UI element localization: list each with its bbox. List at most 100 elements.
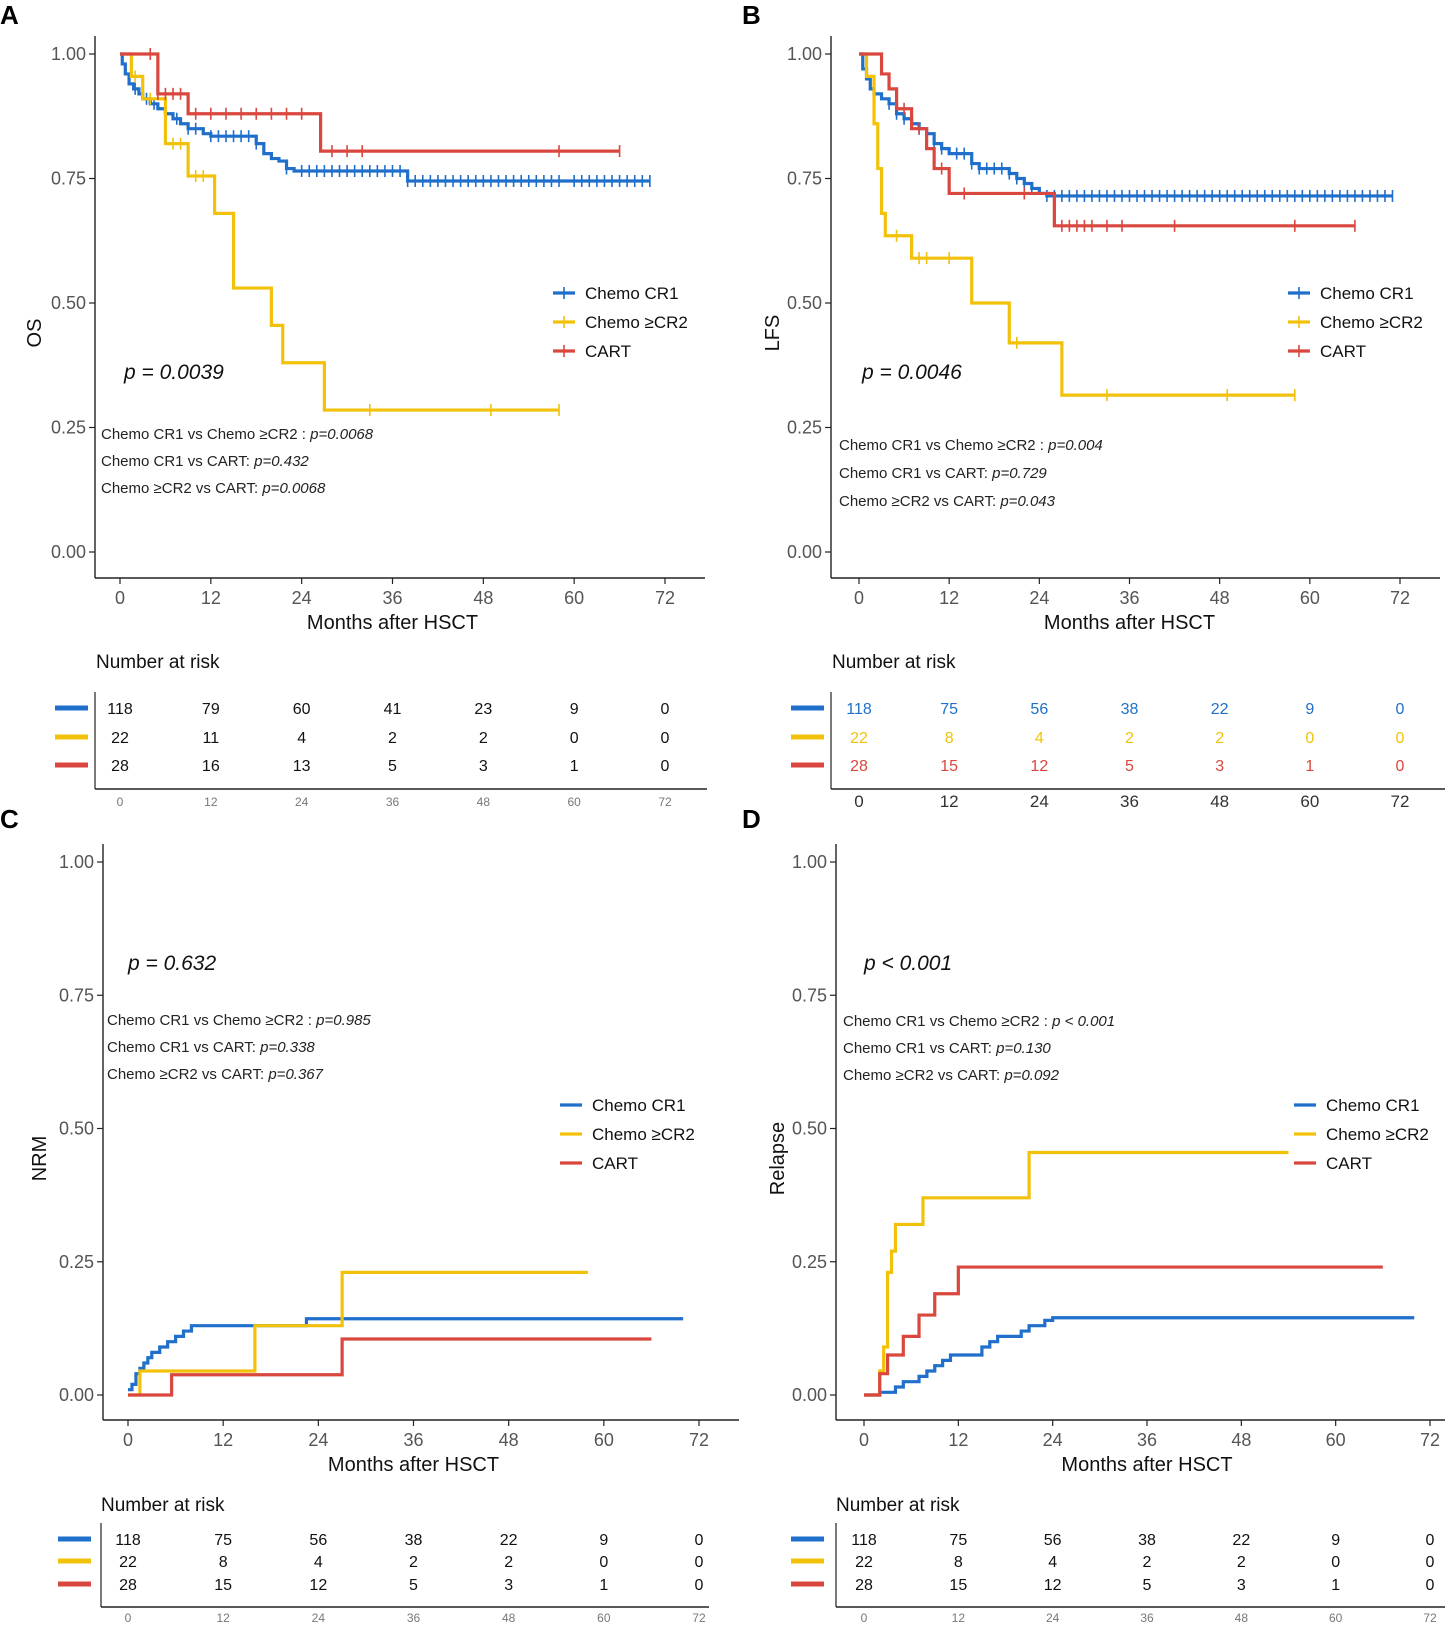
risk-count: 0 <box>661 758 670 775</box>
risk-count: 2 <box>409 1554 418 1571</box>
legend-label: CART <box>1320 342 1366 361</box>
risk-count: 22 <box>500 1532 518 1549</box>
risk-count: 118 <box>115 1532 141 1549</box>
risk-tick-label: 72 <box>1391 792 1410 811</box>
y-tick-label: 0.75 <box>792 985 827 1005</box>
risk-count: 8 <box>219 1554 228 1571</box>
x-tick-label: 0 <box>123 1430 133 1450</box>
risk-tick-label: 0 <box>125 1611 132 1625</box>
x-axis-title: Months after HSCT <box>1061 1454 1232 1476</box>
risk-count: 5 <box>409 1577 418 1594</box>
y-tick-label: 0.25 <box>787 418 822 438</box>
risk-tick-label: 36 <box>407 1611 421 1625</box>
comparison-text: Chemo CR1 vs CART: p=0.130 <box>843 1040 1051 1057</box>
y-tick-label: 0.75 <box>51 169 86 189</box>
risk-count: 56 <box>309 1532 327 1549</box>
risk-count: 3 <box>504 1577 513 1594</box>
risk-count: 0 <box>1396 730 1405 747</box>
risk-count: 1 <box>1305 758 1314 775</box>
comparison-label: Chemo CR1 vs CART: <box>107 1039 260 1056</box>
x-tick-label: 36 <box>1119 588 1139 608</box>
comparison-text: Chemo CR1 vs Chemo ≥CR2 : p=0.004 <box>839 437 1103 454</box>
series-line-1 <box>128 1270 588 1397</box>
risk-count: 9 <box>570 701 579 718</box>
risk-count: 56 <box>1044 1532 1062 1549</box>
risk-count: 75 <box>214 1532 232 1549</box>
comparison-p: p=0.985 <box>315 1012 371 1029</box>
x-axis-title: Months after HSCT <box>328 1454 499 1476</box>
risk-count: 22 <box>111 730 129 747</box>
comparison-text: Chemo CR1 vs Chemo ≥CR2 : p < 0.001 <box>843 1013 1115 1030</box>
x-tick-label: 72 <box>655 588 675 608</box>
x-tick-label: 60 <box>1300 588 1320 608</box>
x-tick-label: 48 <box>1210 588 1230 608</box>
panel-c: C0.000.250.500.751.000 12 24 36 48 60 72NRMMon… <box>0 804 739 1625</box>
risk-count: 12 <box>309 1577 327 1594</box>
risk-count: 60 <box>293 701 311 718</box>
risk-count: 22 <box>855 1554 873 1571</box>
panel-letter: D <box>742 804 761 834</box>
risk-count: 0 <box>695 1532 704 1549</box>
risk-table-title: Number at risk <box>101 1495 225 1516</box>
comparison-label: Chemo ≥CR2 vs CART: <box>843 1067 1004 1084</box>
legend-label: Chemo CR1 <box>592 1096 686 1115</box>
risk-tick-label: 0 <box>861 1611 868 1625</box>
risk-count: 9 <box>1331 1532 1340 1549</box>
comparison-text: Chemo CR1 vs Chemo ≥CR2 : p=0.0068 <box>101 426 374 443</box>
x-tick-label: 12 <box>939 588 959 608</box>
risk-count: 12 <box>1030 758 1048 775</box>
x-tick-label: 72 <box>1390 588 1410 608</box>
risk-count: 1 <box>570 758 579 775</box>
y-tick-label: 0.00 <box>792 1385 827 1405</box>
series-line-1 <box>859 52 1295 397</box>
risk-count: 1 <box>1331 1577 1340 1594</box>
risk-table-title: Number at risk <box>96 652 220 673</box>
risk-count: 16 <box>202 758 220 775</box>
risk-count: 2 <box>479 730 488 747</box>
x-tick-label: 36 <box>403 1430 423 1450</box>
x-tick-label: 36 <box>1137 1430 1157 1450</box>
p-value: p = 0.632 <box>127 952 216 975</box>
legend-label: Chemo ≥CR2 <box>1320 313 1423 332</box>
x-tick-label: 0 <box>115 588 125 608</box>
series-line-2 <box>864 1265 1383 1397</box>
y-axis-title: OS <box>24 319 46 348</box>
legend-label: Chemo CR1 <box>585 284 679 303</box>
risk-tick-label: 12 <box>952 1611 966 1625</box>
risk-table-title: Number at risk <box>832 652 956 673</box>
comparison-p: p=0.130 <box>995 1040 1051 1057</box>
comparison-text: Chemo CR1 vs CART: p=0.338 <box>107 1039 315 1056</box>
risk-count: 2 <box>1215 730 1224 747</box>
comparison-label: Chemo ≥CR2 vs CART: <box>839 493 1000 510</box>
risk-count: 3 <box>479 758 488 775</box>
risk-count: 3 <box>1215 758 1224 775</box>
y-tick-label: 0.00 <box>787 542 822 562</box>
y-tick-label: 0.50 <box>51 293 86 313</box>
risk-count: 79 <box>202 701 220 718</box>
legend-label: CART <box>592 1154 638 1173</box>
comparison-p: p=0.367 <box>267 1066 323 1083</box>
panel-letter: B <box>742 0 761 30</box>
risk-tick-label: 60 <box>567 795 581 809</box>
risk-count: 75 <box>940 701 958 718</box>
y-tick-label: 0.00 <box>59 1385 94 1405</box>
comparison-p: p=0.004 <box>1047 437 1103 454</box>
risk-tick-label: 36 <box>1140 1611 1154 1625</box>
x-tick-label: 48 <box>1231 1430 1251 1450</box>
risk-count: 0 <box>661 701 670 718</box>
risk-count: 0 <box>1426 1532 1435 1549</box>
risk-tick-label: 12 <box>216 1611 230 1625</box>
series-line-1 <box>120 52 560 412</box>
panel-b: B0.000.250.500.751.000 12 24 36 48 60 72LFSMon… <box>742 0 1445 811</box>
series-line-0 <box>120 52 650 183</box>
comparison-label: Chemo CR1 vs Chemo ≥CR2 : <box>843 1013 1052 1030</box>
risk-count: 56 <box>1030 701 1048 718</box>
x-tick-label: 60 <box>564 588 584 608</box>
x-tick-label: 12 <box>201 588 221 608</box>
series-line-0 <box>128 1317 684 1392</box>
risk-count: 8 <box>945 730 954 747</box>
y-axis-title: Relapse <box>767 1122 789 1195</box>
comparison-p: p=0.729 <box>991 465 1047 482</box>
